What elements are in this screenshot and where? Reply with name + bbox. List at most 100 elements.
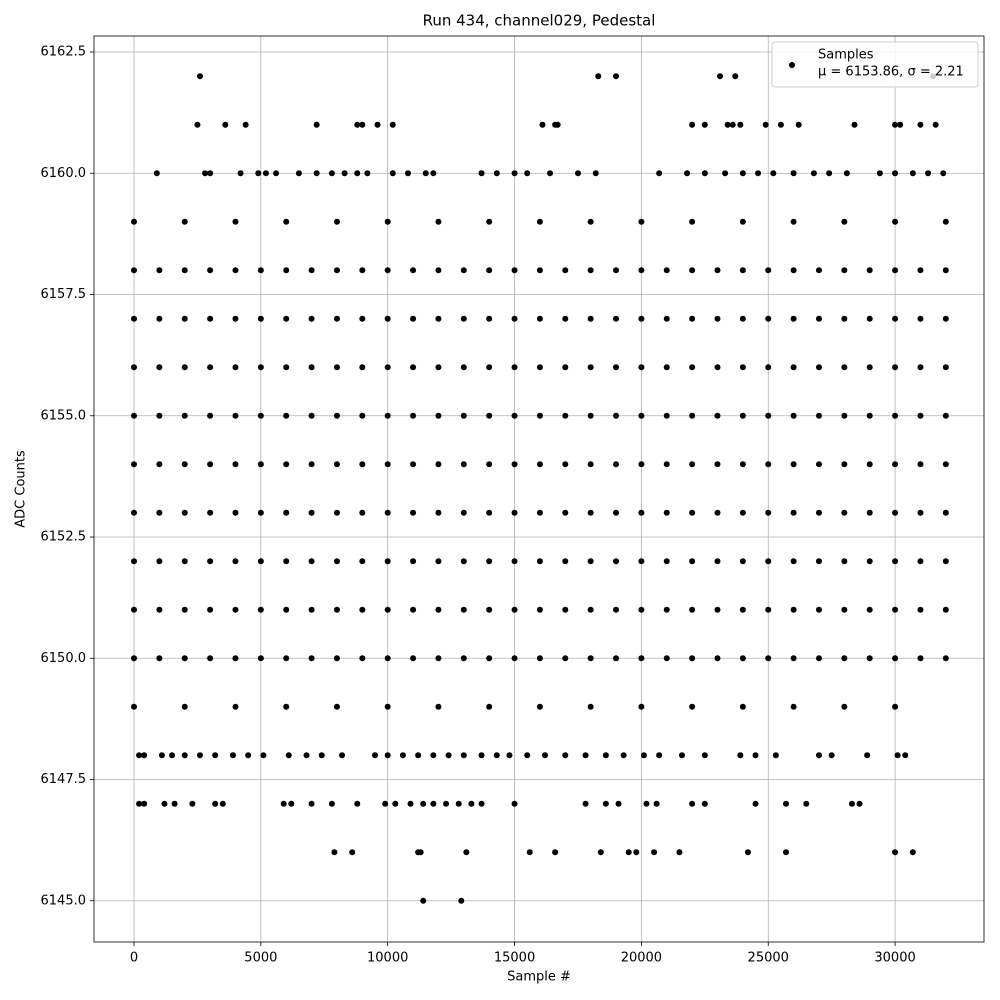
point bbox=[511, 655, 518, 662]
point bbox=[131, 606, 138, 613]
point bbox=[273, 170, 280, 177]
point bbox=[232, 461, 239, 468]
point bbox=[359, 461, 366, 468]
point bbox=[384, 412, 391, 419]
point bbox=[404, 170, 411, 177]
point bbox=[762, 121, 769, 128]
point bbox=[892, 461, 899, 468]
grid bbox=[94, 36, 984, 942]
point bbox=[815, 315, 822, 322]
point bbox=[597, 849, 604, 856]
point bbox=[942, 509, 949, 516]
point bbox=[562, 267, 569, 274]
point bbox=[866, 461, 873, 468]
point bbox=[790, 170, 797, 177]
point bbox=[917, 412, 924, 419]
point bbox=[942, 558, 949, 565]
point bbox=[460, 655, 467, 662]
point bbox=[638, 218, 645, 225]
point bbox=[229, 752, 236, 759]
point bbox=[136, 752, 143, 759]
point bbox=[384, 315, 391, 322]
y-tick-label: 6162.5 bbox=[41, 45, 87, 60]
point bbox=[739, 509, 746, 516]
point bbox=[511, 315, 518, 322]
point bbox=[765, 558, 772, 565]
point bbox=[257, 267, 264, 274]
point bbox=[308, 655, 315, 662]
point bbox=[207, 267, 214, 274]
point bbox=[328, 800, 335, 807]
point bbox=[161, 800, 168, 807]
point bbox=[536, 558, 543, 565]
point bbox=[359, 364, 366, 371]
point bbox=[562, 558, 569, 565]
point bbox=[841, 267, 848, 274]
point bbox=[257, 412, 264, 419]
point bbox=[212, 752, 219, 759]
point bbox=[435, 461, 442, 468]
point bbox=[359, 412, 366, 419]
point bbox=[486, 461, 493, 468]
point bbox=[536, 412, 543, 419]
point bbox=[815, 752, 822, 759]
legend-box bbox=[771, 41, 979, 88]
point bbox=[207, 315, 214, 322]
point bbox=[917, 509, 924, 516]
point bbox=[841, 558, 848, 565]
point bbox=[841, 218, 848, 225]
point bbox=[511, 558, 518, 565]
point bbox=[435, 606, 442, 613]
point bbox=[539, 121, 546, 128]
point bbox=[189, 800, 196, 807]
point bbox=[643, 800, 650, 807]
point bbox=[892, 655, 899, 662]
point bbox=[663, 655, 670, 662]
point bbox=[283, 218, 290, 225]
point bbox=[384, 655, 391, 662]
point bbox=[841, 606, 848, 613]
point bbox=[892, 558, 899, 565]
point bbox=[460, 461, 467, 468]
point bbox=[283, 703, 290, 710]
point bbox=[925, 170, 932, 177]
point bbox=[506, 752, 513, 759]
point bbox=[207, 364, 214, 371]
point bbox=[663, 315, 670, 322]
point bbox=[257, 315, 264, 322]
point bbox=[613, 655, 620, 662]
point bbox=[638, 267, 645, 274]
point bbox=[283, 364, 290, 371]
point bbox=[389, 170, 396, 177]
point bbox=[222, 121, 229, 128]
point bbox=[640, 752, 647, 759]
point bbox=[714, 412, 721, 419]
point bbox=[541, 752, 548, 759]
point bbox=[866, 412, 873, 419]
point bbox=[790, 655, 797, 662]
point bbox=[714, 364, 721, 371]
point bbox=[892, 218, 899, 225]
point bbox=[181, 558, 188, 565]
point bbox=[181, 461, 188, 468]
point bbox=[283, 606, 290, 613]
point bbox=[892, 509, 899, 516]
point bbox=[511, 461, 518, 468]
point bbox=[633, 849, 640, 856]
point bbox=[333, 267, 340, 274]
point bbox=[207, 170, 214, 177]
point bbox=[422, 170, 429, 177]
point bbox=[384, 509, 391, 516]
point bbox=[328, 170, 335, 177]
point bbox=[547, 170, 554, 177]
point bbox=[613, 461, 620, 468]
point bbox=[866, 267, 873, 274]
point bbox=[739, 558, 746, 565]
point bbox=[131, 509, 138, 516]
point bbox=[828, 752, 835, 759]
plot-frame bbox=[93, 35, 985, 943]
point bbox=[242, 121, 249, 128]
point bbox=[486, 703, 493, 710]
point bbox=[841, 364, 848, 371]
point bbox=[638, 703, 645, 710]
